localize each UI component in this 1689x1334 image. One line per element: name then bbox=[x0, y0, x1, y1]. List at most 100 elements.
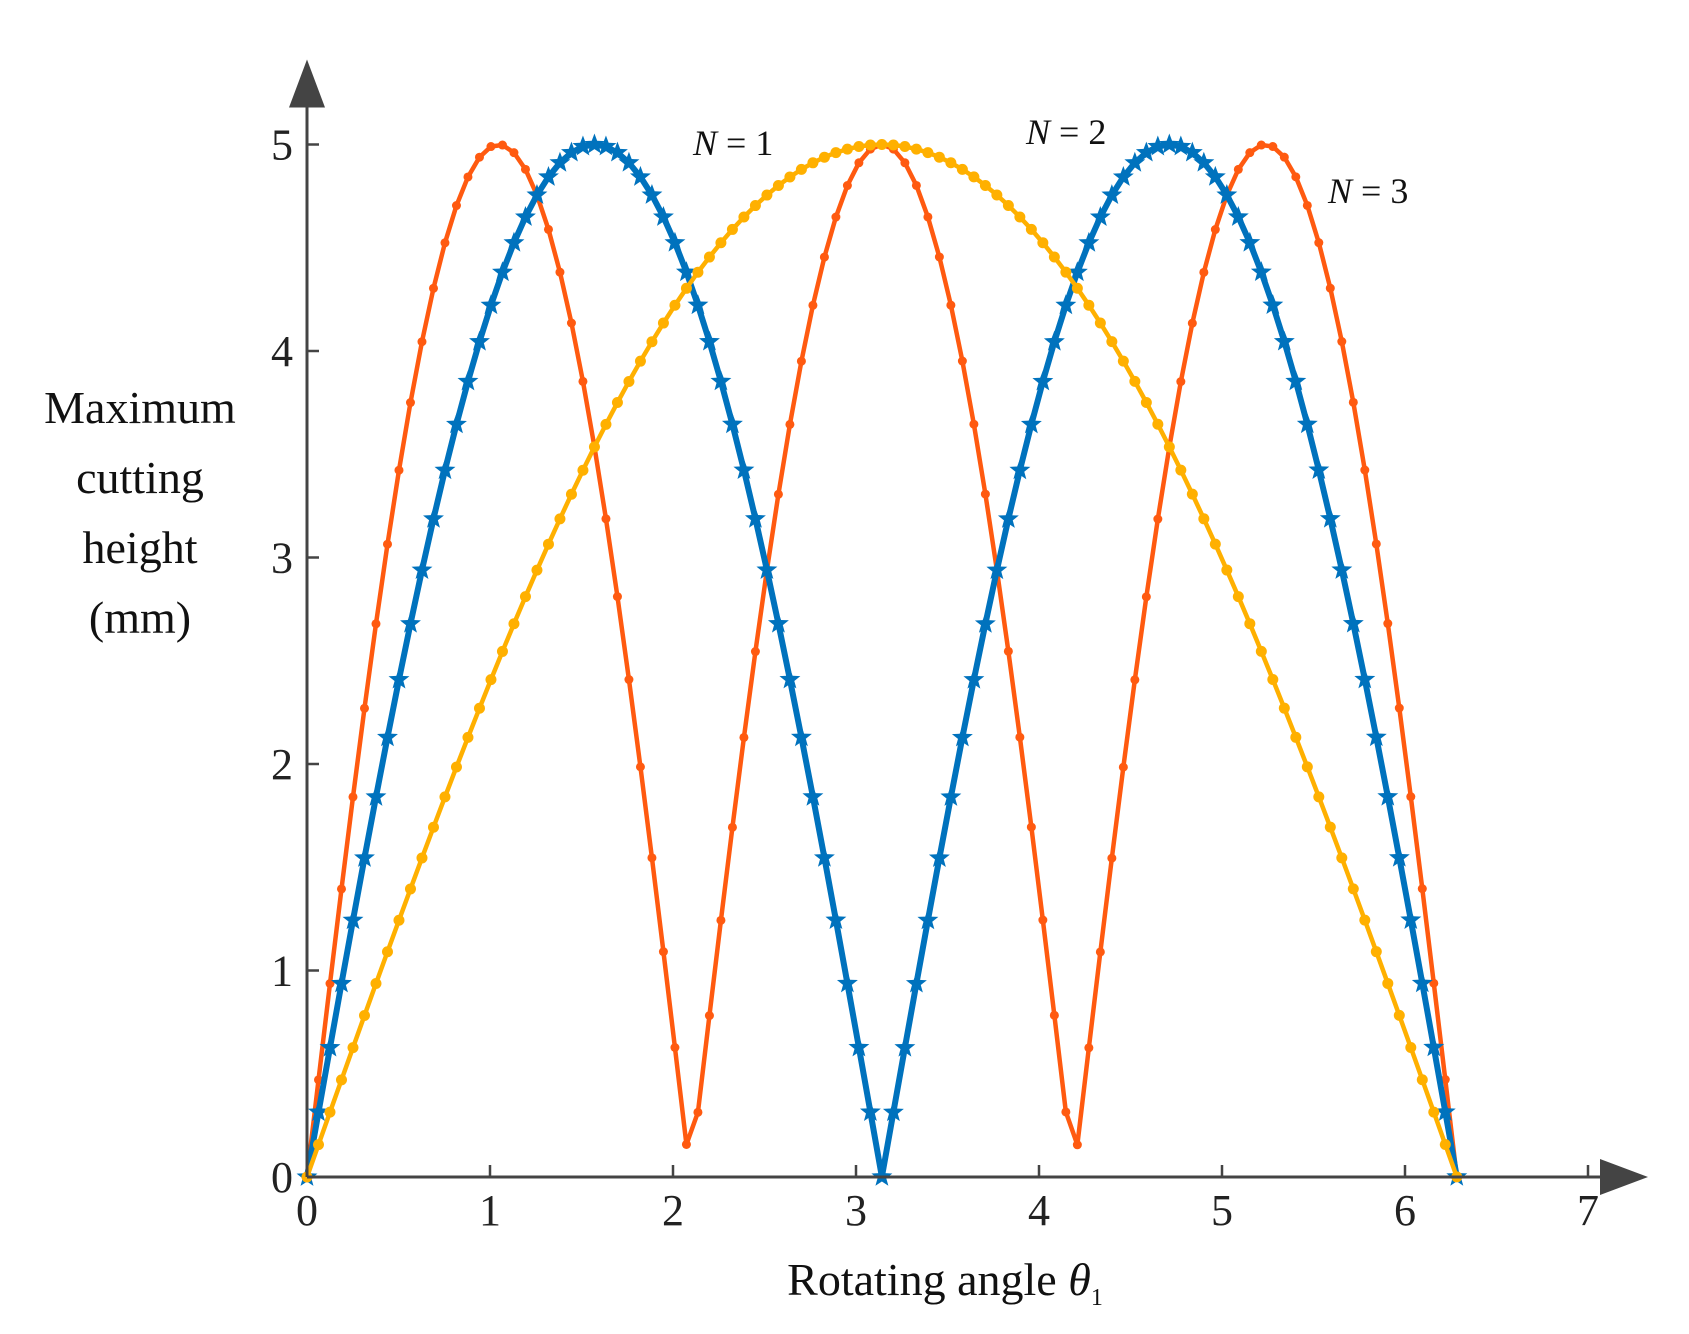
series-n3-point bbox=[1325, 283, 1335, 293]
series-n1-point bbox=[496, 645, 508, 657]
series-n1-point bbox=[749, 200, 761, 212]
series-n2-point bbox=[1296, 413, 1318, 434]
series-n2-point bbox=[515, 206, 536, 226]
series-n1-point bbox=[1025, 223, 1037, 235]
series-n3-point bbox=[900, 158, 910, 168]
series-n1-point bbox=[1221, 564, 1233, 576]
series-n3-point bbox=[451, 201, 461, 211]
series-n3-point bbox=[1348, 397, 1358, 407]
series-n2-point bbox=[951, 726, 973, 747]
series-label-n1: N = 1 bbox=[692, 123, 773, 163]
series-n2-point bbox=[986, 559, 1008, 580]
series-n2-point bbox=[319, 1036, 341, 1057]
series-n1-point bbox=[554, 513, 566, 525]
series-n2-point bbox=[790, 726, 812, 747]
series-n1-point bbox=[784, 171, 796, 183]
series-n1-point bbox=[1244, 618, 1256, 630]
series-n1-point bbox=[565, 488, 577, 500]
series-n3-point bbox=[1440, 1075, 1450, 1085]
series-n2-point bbox=[342, 909, 364, 930]
series-n1-point bbox=[991, 189, 1003, 201]
series-n2-point bbox=[1331, 558, 1353, 579]
series-n2-point bbox=[1135, 141, 1157, 162]
series-n1-point bbox=[841, 143, 853, 155]
series-n2-point bbox=[629, 165, 651, 186]
series-n1-point bbox=[1129, 375, 1141, 387]
series-n2-point bbox=[1308, 459, 1330, 479]
series-n3-point bbox=[808, 300, 818, 310]
y-tick-label: 4 bbox=[271, 327, 293, 376]
series-n3-point bbox=[969, 419, 979, 429]
series-n2-point bbox=[1170, 135, 1192, 156]
series-n1-point bbox=[968, 171, 980, 183]
series-n3-point bbox=[543, 224, 553, 234]
series-n3-point bbox=[1187, 318, 1197, 328]
series-n3-point bbox=[566, 318, 576, 328]
series-n3-point bbox=[1130, 675, 1140, 685]
series-n1-point bbox=[1255, 645, 1267, 657]
series-n2-point bbox=[1009, 459, 1031, 480]
series-n3-line bbox=[304, 142, 1460, 1178]
series-n2-point bbox=[1388, 846, 1410, 867]
series-n2-point bbox=[664, 231, 686, 252]
series-n2-point bbox=[997, 507, 1019, 528]
series-n1-point bbox=[1336, 852, 1348, 864]
series-n2-point bbox=[560, 141, 582, 162]
series-n3-point bbox=[1199, 267, 1209, 277]
series-n2-point bbox=[1319, 507, 1341, 528]
x-axis-title-text: Rotating angle bbox=[787, 1254, 1068, 1305]
series-n1-point bbox=[588, 441, 600, 453]
series-n3-point bbox=[1153, 514, 1163, 524]
series-n2-point bbox=[687, 294, 709, 315]
series-n3-point bbox=[1291, 172, 1301, 182]
series-n1-point bbox=[462, 731, 474, 743]
series-n1-point bbox=[1301, 761, 1313, 773]
series-n3-point bbox=[520, 164, 530, 174]
series-n1-point bbox=[439, 791, 451, 803]
series-n2-point bbox=[1273, 330, 1295, 351]
series-n3-point bbox=[681, 1139, 691, 1149]
series-n1-point bbox=[1428, 1106, 1440, 1118]
series-n1-point bbox=[542, 538, 554, 550]
series-label-n1-rest: = 1 bbox=[717, 123, 773, 163]
series-n3-point bbox=[1118, 762, 1128, 772]
x-tick-label: 2 bbox=[662, 1186, 684, 1235]
series-n3-point bbox=[314, 1075, 323, 1085]
y-axis-title-line-4: (mm) bbox=[89, 592, 191, 643]
series-n2-point bbox=[549, 151, 571, 172]
series-n2-point bbox=[882, 1101, 904, 1122]
series-n1-point bbox=[508, 618, 520, 630]
series-n3-point bbox=[1245, 148, 1255, 158]
series-n2-line bbox=[304, 141, 1460, 1180]
series-n3-point bbox=[727, 822, 737, 832]
series-n2-point bbox=[1193, 151, 1215, 172]
series-n2-point bbox=[1354, 668, 1376, 689]
series-n1-point bbox=[795, 163, 807, 175]
series-n1-point bbox=[680, 282, 692, 294]
series-label-n3-var: N bbox=[1327, 171, 1354, 211]
series-n1-point bbox=[1382, 977, 1394, 989]
series-n1-point bbox=[611, 397, 623, 409]
series-n1-point bbox=[404, 883, 416, 895]
series-n3-point bbox=[911, 180, 921, 190]
series-n3-point bbox=[1141, 592, 1151, 602]
series-n3-point bbox=[1337, 337, 1347, 347]
series-n1-point bbox=[1267, 674, 1279, 686]
series-n3-point bbox=[1383, 619, 1393, 629]
series-n1-point bbox=[577, 464, 589, 476]
series-n1-point bbox=[313, 1139, 324, 1151]
series-n3-point bbox=[739, 732, 749, 742]
series-n1-point bbox=[922, 147, 934, 159]
series-n3-point bbox=[1107, 853, 1117, 863]
series-n3-point bbox=[555, 267, 565, 277]
series-n1-point bbox=[519, 591, 531, 603]
series-n2-point bbox=[365, 785, 387, 806]
series-n3-point bbox=[704, 1011, 714, 1021]
series-n3-point bbox=[750, 647, 760, 657]
series-n1-point bbox=[1048, 251, 1060, 263]
series-n1-point bbox=[1175, 464, 1187, 476]
series-n2-point bbox=[894, 1036, 916, 1057]
x-tick-label: 3 bbox=[845, 1186, 867, 1235]
series-n3-point bbox=[796, 356, 806, 366]
series-n1-point bbox=[393, 914, 405, 926]
